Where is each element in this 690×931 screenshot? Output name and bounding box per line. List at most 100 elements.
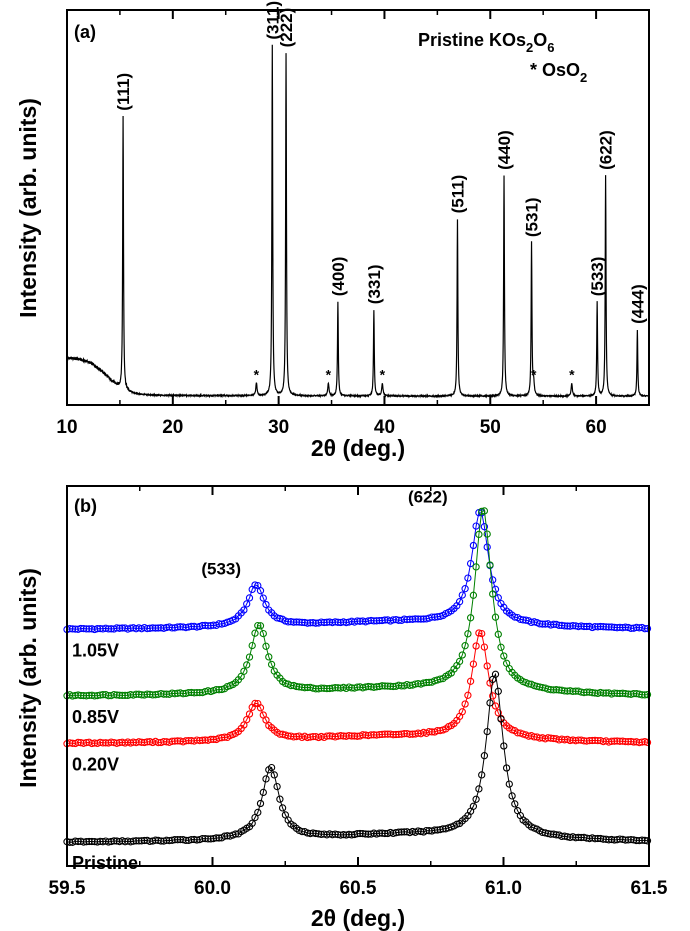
data-point <box>560 622 569 630</box>
data-point <box>254 808 262 817</box>
data-point <box>359 731 367 739</box>
data-point <box>478 771 486 779</box>
data-point <box>624 690 632 698</box>
data-point <box>79 838 88 846</box>
data-point <box>187 737 196 745</box>
data-point <box>558 735 566 743</box>
data-point <box>171 737 179 745</box>
data-point <box>475 785 483 793</box>
data-point <box>193 688 201 697</box>
peak-label: (440) <box>495 130 514 170</box>
data-point <box>353 830 361 838</box>
peak-label: (222) <box>277 8 296 48</box>
data-point <box>328 732 337 740</box>
data-point <box>641 691 649 699</box>
data-point <box>461 642 469 650</box>
data-point <box>301 618 309 627</box>
data-point <box>243 661 251 669</box>
data-point <box>328 618 337 627</box>
data-point <box>312 829 320 838</box>
data-point <box>563 622 572 630</box>
x-tick-label: 60 <box>586 417 607 438</box>
data-point <box>635 738 643 747</box>
data-point <box>140 738 149 747</box>
data-point <box>306 829 314 838</box>
data-point <box>403 615 411 624</box>
data-point <box>115 738 124 747</box>
data-point <box>276 730 284 738</box>
data-point <box>538 620 547 628</box>
data-point <box>79 691 88 700</box>
series-label: 0.85V <box>72 707 119 727</box>
data-point <box>118 691 126 700</box>
data-point <box>472 522 480 530</box>
data-point <box>591 736 599 745</box>
data-point <box>630 738 638 746</box>
data-point <box>381 682 389 690</box>
data-point <box>461 700 469 708</box>
data-point <box>334 732 342 740</box>
data-point <box>552 686 560 694</box>
data-point <box>220 832 229 840</box>
data-point <box>256 799 265 808</box>
data-point <box>337 732 345 740</box>
data-point <box>337 831 345 839</box>
data-point <box>251 581 259 589</box>
data-point <box>121 838 129 846</box>
data-point <box>82 738 91 747</box>
data-point <box>635 624 643 632</box>
data-point <box>469 541 478 550</box>
impurity-star-marker: * <box>531 366 537 382</box>
data-point <box>489 576 497 584</box>
data-point <box>417 615 425 623</box>
data-point <box>572 737 580 745</box>
peak-label: (622) <box>597 130 616 170</box>
data-point <box>619 624 627 632</box>
data-point <box>372 617 381 625</box>
data-point <box>605 623 613 631</box>
data-point <box>627 835 635 844</box>
data-point <box>88 739 96 748</box>
data-point <box>149 624 157 632</box>
data-point <box>278 804 287 812</box>
data-point <box>613 624 621 632</box>
data-point <box>162 623 171 632</box>
data-point <box>104 625 113 633</box>
data-point <box>179 836 187 844</box>
data-point <box>207 622 215 630</box>
data-point <box>425 728 433 736</box>
data-point <box>353 683 361 691</box>
data-point <box>627 737 635 746</box>
data-point <box>621 836 630 844</box>
data-point <box>599 737 607 746</box>
data-point <box>306 733 314 741</box>
series-0.85v <box>63 507 652 700</box>
data-point <box>395 828 403 836</box>
data-point <box>350 732 359 740</box>
data-point <box>168 624 176 632</box>
data-point <box>621 737 630 746</box>
data-point <box>320 830 328 838</box>
data-point <box>483 662 491 670</box>
data-point <box>497 715 505 723</box>
data-point <box>475 530 483 539</box>
data-point <box>146 690 154 699</box>
data-point <box>179 623 187 631</box>
data-point <box>323 732 331 740</box>
data-point <box>494 630 502 638</box>
data-point <box>193 736 201 744</box>
data-point <box>502 764 511 772</box>
series-line <box>66 512 648 631</box>
data-point <box>472 795 480 803</box>
series-label: 0.20V <box>72 754 119 774</box>
data-point <box>494 594 502 602</box>
data-point <box>616 623 624 632</box>
data-point <box>475 629 483 637</box>
data-point <box>143 738 151 746</box>
data-point <box>129 837 137 845</box>
data-point <box>624 738 632 746</box>
data-point <box>602 835 610 843</box>
data-point <box>298 618 306 627</box>
data-point <box>585 688 594 696</box>
panel-b-x-axis: 59.5 60.0 60.5 61.0 61.5 <box>49 486 668 899</box>
